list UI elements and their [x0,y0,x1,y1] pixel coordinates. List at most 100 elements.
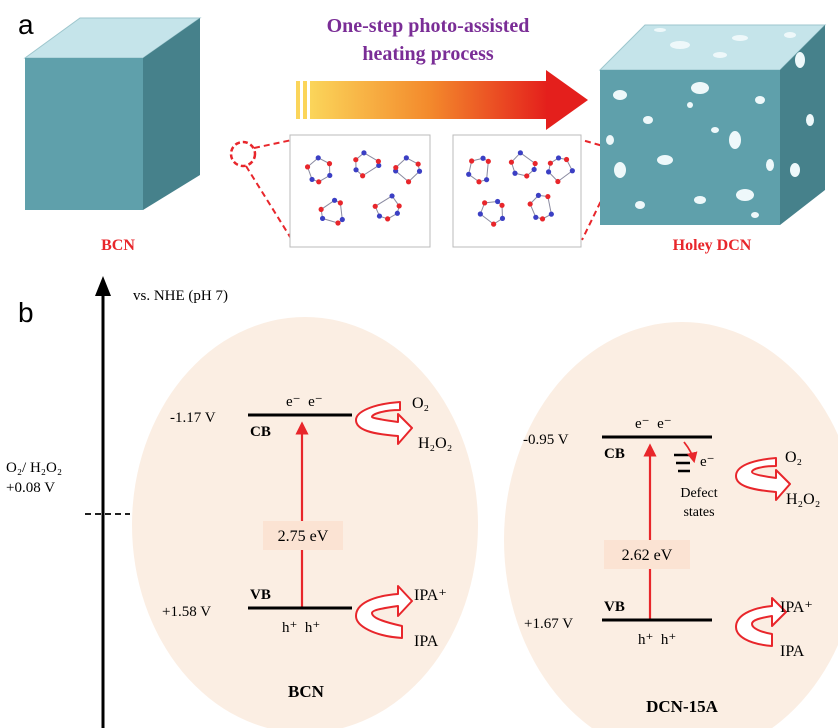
cube-hole [729,131,741,149]
bcn-h2o2: H₂O₂ [418,435,452,452]
molecular-atom [327,172,333,179]
axis-arrowhead [95,276,111,296]
dcn-ipa: IPA [780,643,805,660]
molecular-atom [494,198,501,205]
cube-hole [694,196,706,204]
cube-hole [766,159,774,171]
panel-b-label: b [18,297,34,328]
dcn-reduction-arrow [735,457,791,501]
molecular-atom [361,150,367,156]
molecular-atom [547,160,553,166]
defect-electron: e⁻ [700,454,715,470]
molecular-atom [416,168,423,174]
dcn-cb-label: CB [604,446,625,462]
molecular-atom [482,200,488,206]
bcn-cube [23,17,202,210]
cube-hole [614,162,626,178]
bcn-ipa-plus: IPA⁺ [414,587,447,604]
bcn-vb-label: VB [250,587,271,603]
bcn-gap-value: 2.75 eV [278,528,329,545]
molecular-bond [480,213,494,225]
molecular-atom [375,158,381,164]
molecular-atom [331,197,338,203]
molecular-atom [533,214,539,220]
dcn-molecular-structure [466,150,575,227]
molecular-atom [403,155,409,161]
ref-couple-label: O₂/ H₂O₂ [6,460,62,476]
bcn-molecular-structure [304,150,423,226]
molecular-atom [372,203,378,209]
cube-hole [670,41,690,49]
zoom-callout-left [229,139,293,241]
dcn-ellipse [504,322,838,728]
molecular-atom [326,161,333,167]
cube-hole [751,212,759,218]
molecular-atom [315,155,321,161]
dcn-band-diagram: -0.95 V CB e⁻ e⁻ e⁻ Defect states 2.62 e… [523,416,820,716]
dcn-ipa-plus: IPA⁺ [780,599,813,616]
molecular-atom [376,162,382,169]
molecular-atom [304,164,311,170]
molecular-atom [499,215,506,222]
cube-hole [795,52,805,68]
bcn-oxidation-arrow [355,585,413,639]
molecular-bond [320,199,335,210]
cube-hole [736,189,754,201]
cube-hole [635,201,645,209]
dcn-cb-potential: -0.95 V [523,432,569,448]
molecular-bond [322,217,339,224]
molecular-atom [539,216,546,222]
holey-dcn-label: Holey DCN [673,237,752,254]
molecular-bond [363,152,379,162]
molecular-bond [557,170,573,182]
molecular-bond [547,196,552,215]
bcn-holes: h⁺ h⁺ [282,620,320,636]
molecular-atom [353,157,359,163]
dcn-o2: O₂ [785,449,802,466]
cube-holes [606,28,814,218]
molecular-atom [483,177,490,183]
molecular-atom [319,215,326,222]
molecular-atom [480,155,486,161]
molecular-atom [508,159,515,165]
molecular-atom [337,200,343,206]
bcn-gap-box [263,521,343,550]
molecular-atom [548,211,554,217]
molecular-atom [485,158,491,164]
dcn-holes: h⁺ h⁺ [638,632,676,648]
dcn-electrons: e⁻ e⁻ [635,416,672,432]
molecular-atom [389,193,395,199]
cube-hole [654,28,666,32]
cube-hole [711,127,719,133]
molecular-bond [486,161,489,180]
molecular-atom [396,203,402,209]
molecular-atom [360,173,366,179]
dcn-vb-label: VB [604,599,625,615]
molecular-atom [385,216,391,222]
axis-label: vs. NHE (pH 7) [133,288,228,304]
process-text-line1: One-step photo-assisted [327,15,530,37]
molecular-atom [394,210,400,216]
cube-hole [606,135,614,145]
molecular-atom [499,202,505,208]
molecular-atom [555,178,561,185]
molecular-atom [524,173,530,179]
molecular-atom [535,192,542,198]
dcn-gap-value: 2.62 eV [622,547,673,564]
molecular-bond [520,152,536,164]
dcn-name: DCN-15A [646,697,718,716]
cube-hole [613,90,627,100]
molecular-atom [527,201,533,207]
dcn-gap-box [604,540,690,569]
molecular-atom [512,170,518,176]
cube-hole [790,163,800,177]
molecular-atom [318,206,324,213]
molecular-atom [569,168,575,174]
dcn-oxidation-arrow [735,597,787,647]
molecular-atom [469,158,475,164]
dcn-h2o2: H₂O₂ [786,491,820,508]
cube-hole [643,116,653,124]
molecular-bond [374,195,393,207]
molecular-atom [477,211,483,217]
defect-label-line1: Defect [680,486,717,501]
